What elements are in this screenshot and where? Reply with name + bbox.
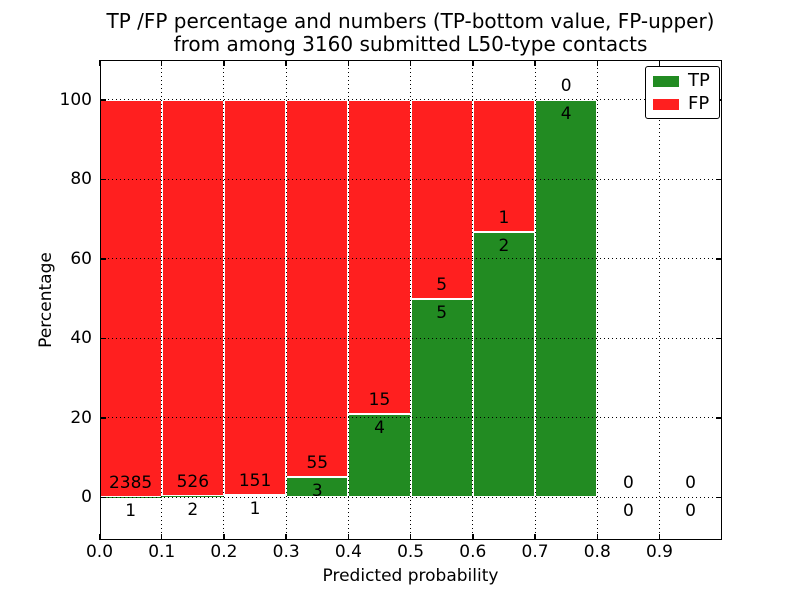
x-tick-mark — [347, 60, 350, 66]
bar-label-fp: 2385 — [108, 473, 153, 494]
legend-label-tp: TP — [688, 70, 710, 91]
y-tick-label: 100 — [59, 89, 92, 110]
x-tick-label: 0.6 — [459, 542, 487, 562]
x-tick-mark — [472, 60, 474, 66]
x-tick-label: 0.9 — [645, 542, 673, 562]
bar-label-fp: 15 — [368, 389, 391, 410]
v-gridline — [347, 60, 349, 540]
y-tick-label: 20 — [70, 407, 92, 428]
legend-label-fp: FP — [688, 93, 710, 114]
x-tick-mark — [409, 534, 412, 540]
bar-label-fp: 0 — [622, 473, 634, 494]
v-gridline — [161, 60, 163, 540]
legend: TP FP — [645, 66, 720, 119]
bar-segment-fp — [472, 99, 536, 233]
x-tick-mark — [347, 534, 350, 540]
y-tick-label: 0 — [81, 487, 92, 508]
y-tick-mark — [99, 99, 106, 101]
bar-segment-tp — [535, 99, 598, 498]
bar-label-tp: 2 — [187, 499, 199, 520]
bar-label-tp: 2 — [498, 236, 510, 257]
y-tick-label: 60 — [70, 248, 92, 269]
legend-swatch-fp-icon — [653, 98, 679, 110]
bar-label-tp: 4 — [560, 103, 572, 124]
plot-area: 2385 1 526 2 151 1 55 3 15 4 5 5 1 2 0 4 0 0 0 0 — [98, 60, 722, 540]
v-gridline — [223, 60, 225, 540]
y-tick-mark — [99, 337, 106, 340]
x-tick-mark — [534, 534, 536, 540]
x-tick-mark — [160, 60, 163, 66]
x-tick-mark — [409, 60, 412, 66]
x-tick-label: 0.5 — [397, 542, 425, 562]
bar-segment-fp — [161, 99, 224, 496]
bar-label-tp: 1 — [249, 498, 261, 519]
v-gridline — [472, 60, 474, 540]
x-tick-mark — [658, 60, 661, 66]
bar-segment-tp — [348, 413, 411, 498]
y-tick-mark — [99, 496, 106, 499]
chart-title: TP /FP percentage and numbers (TP-bottom… — [99, 10, 722, 56]
x-tick-mark — [596, 60, 598, 66]
y-tick-mark — [99, 417, 106, 419]
bar-label-tp: 3 — [311, 480, 323, 501]
bar-label-tp: 5 — [436, 302, 448, 323]
bar-label-fp: 0 — [685, 473, 696, 494]
y-tick-mark — [715, 258, 722, 260]
bar-label-fp: 5 — [436, 274, 448, 295]
bar-segment-tp — [472, 232, 536, 498]
bar-label-tp: 0 — [622, 501, 634, 522]
v-gridline — [596, 60, 598, 540]
bar-label-tp: 0 — [685, 501, 696, 522]
bar-label-tp: 1 — [125, 501, 137, 522]
x-tick-mark — [596, 534, 598, 540]
bar-label-fp: 55 — [306, 452, 329, 473]
axes-frame — [99, 60, 722, 540]
x-tick-mark — [223, 534, 225, 540]
y-tick-label: 40 — [70, 328, 92, 349]
x-tick-label: 0.4 — [334, 542, 362, 562]
x-tick-mark — [534, 60, 536, 66]
x-tick-label: 0.8 — [583, 542, 611, 562]
chart-title-line2: from among 3160 submitted L50-type conta… — [173, 32, 648, 56]
y-tick-mark — [99, 178, 106, 181]
y-tick-mark — [715, 496, 722, 499]
bar-label-fp: 1 — [498, 208, 510, 229]
bar-label-fp: 151 — [238, 470, 272, 491]
bar-segment-fp — [223, 99, 287, 495]
y-tick-mark — [715, 178, 722, 181]
x-axis-label: Predicted probability — [322, 566, 499, 586]
v-gridline — [410, 60, 412, 540]
y-tick-mark — [715, 337, 722, 340]
v-gridline — [534, 60, 536, 540]
bar-label-fp: 526 — [176, 471, 210, 492]
legend-item-tp: TP — [653, 72, 710, 90]
x-tick-mark — [285, 60, 287, 66]
legend-item-fp: FP — [653, 95, 710, 113]
bar-label-fp: 0 — [560, 75, 572, 96]
v-gridline — [285, 60, 287, 540]
bar-label-tp: 4 — [374, 417, 385, 438]
bar-segment-fp — [410, 99, 473, 299]
x-tick-mark — [658, 534, 661, 540]
x-tick-label: 0.7 — [521, 542, 549, 562]
x-tick-label: 0.3 — [272, 542, 300, 562]
bar-segment-fp — [348, 99, 411, 414]
x-tick-label: 0.2 — [210, 542, 238, 562]
y-tick-label: 80 — [70, 169, 92, 190]
y-tick-mark — [99, 258, 106, 260]
x-tick-mark — [472, 534, 474, 540]
bar-segment-tp — [161, 495, 224, 498]
x-tick-mark — [285, 534, 287, 540]
chart-title-line1: TP /FP percentage and numbers (TP-bottom… — [106, 9, 715, 33]
y-tick-mark — [715, 417, 722, 419]
x-tick-mark — [160, 534, 163, 540]
x-tick-label: 0.1 — [148, 542, 176, 562]
x-tick-label: 0.0 — [85, 542, 114, 562]
legend-swatch-tp-icon — [653, 75, 679, 87]
v-gridline — [658, 60, 660, 540]
bar-segment-tp — [410, 298, 473, 498]
x-tick-mark — [223, 60, 225, 66]
bar-segment-fp — [286, 99, 349, 477]
